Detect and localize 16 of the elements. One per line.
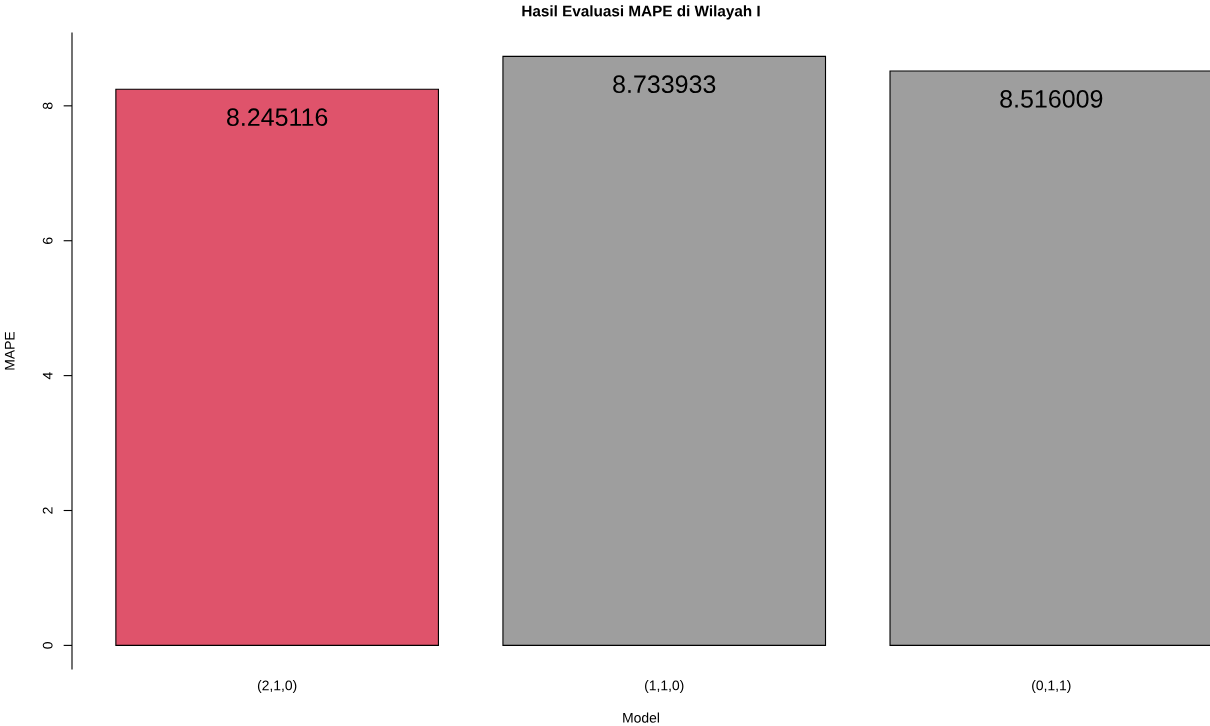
x-tick-label: (1,1,0) bbox=[645, 680, 684, 694]
x-axis-title: Model bbox=[623, 712, 659, 723]
bar bbox=[502, 55, 827, 646]
y-tick-label: 0 bbox=[42, 642, 53, 649]
chart-title: Hasil Evaluasi MAPE di Wilayah I bbox=[522, 5, 760, 20]
y-tick-label: 2 bbox=[42, 507, 53, 514]
bar bbox=[115, 88, 439, 646]
data-label: 8.516009 bbox=[1000, 90, 1103, 108]
y-tick-label: 6 bbox=[42, 237, 53, 244]
y-axis-title: MAPE bbox=[4, 331, 15, 370]
x-tick-label: (0,1,1) bbox=[1032, 680, 1071, 694]
x-tick-label: (2,1,0) bbox=[257, 680, 297, 694]
data-label: 8.245116 bbox=[227, 108, 328, 127]
data-label: 8.733933 bbox=[613, 75, 716, 94]
y-tick-label: 4 bbox=[42, 372, 53, 380]
y-tick-label: 8 bbox=[42, 102, 53, 110]
